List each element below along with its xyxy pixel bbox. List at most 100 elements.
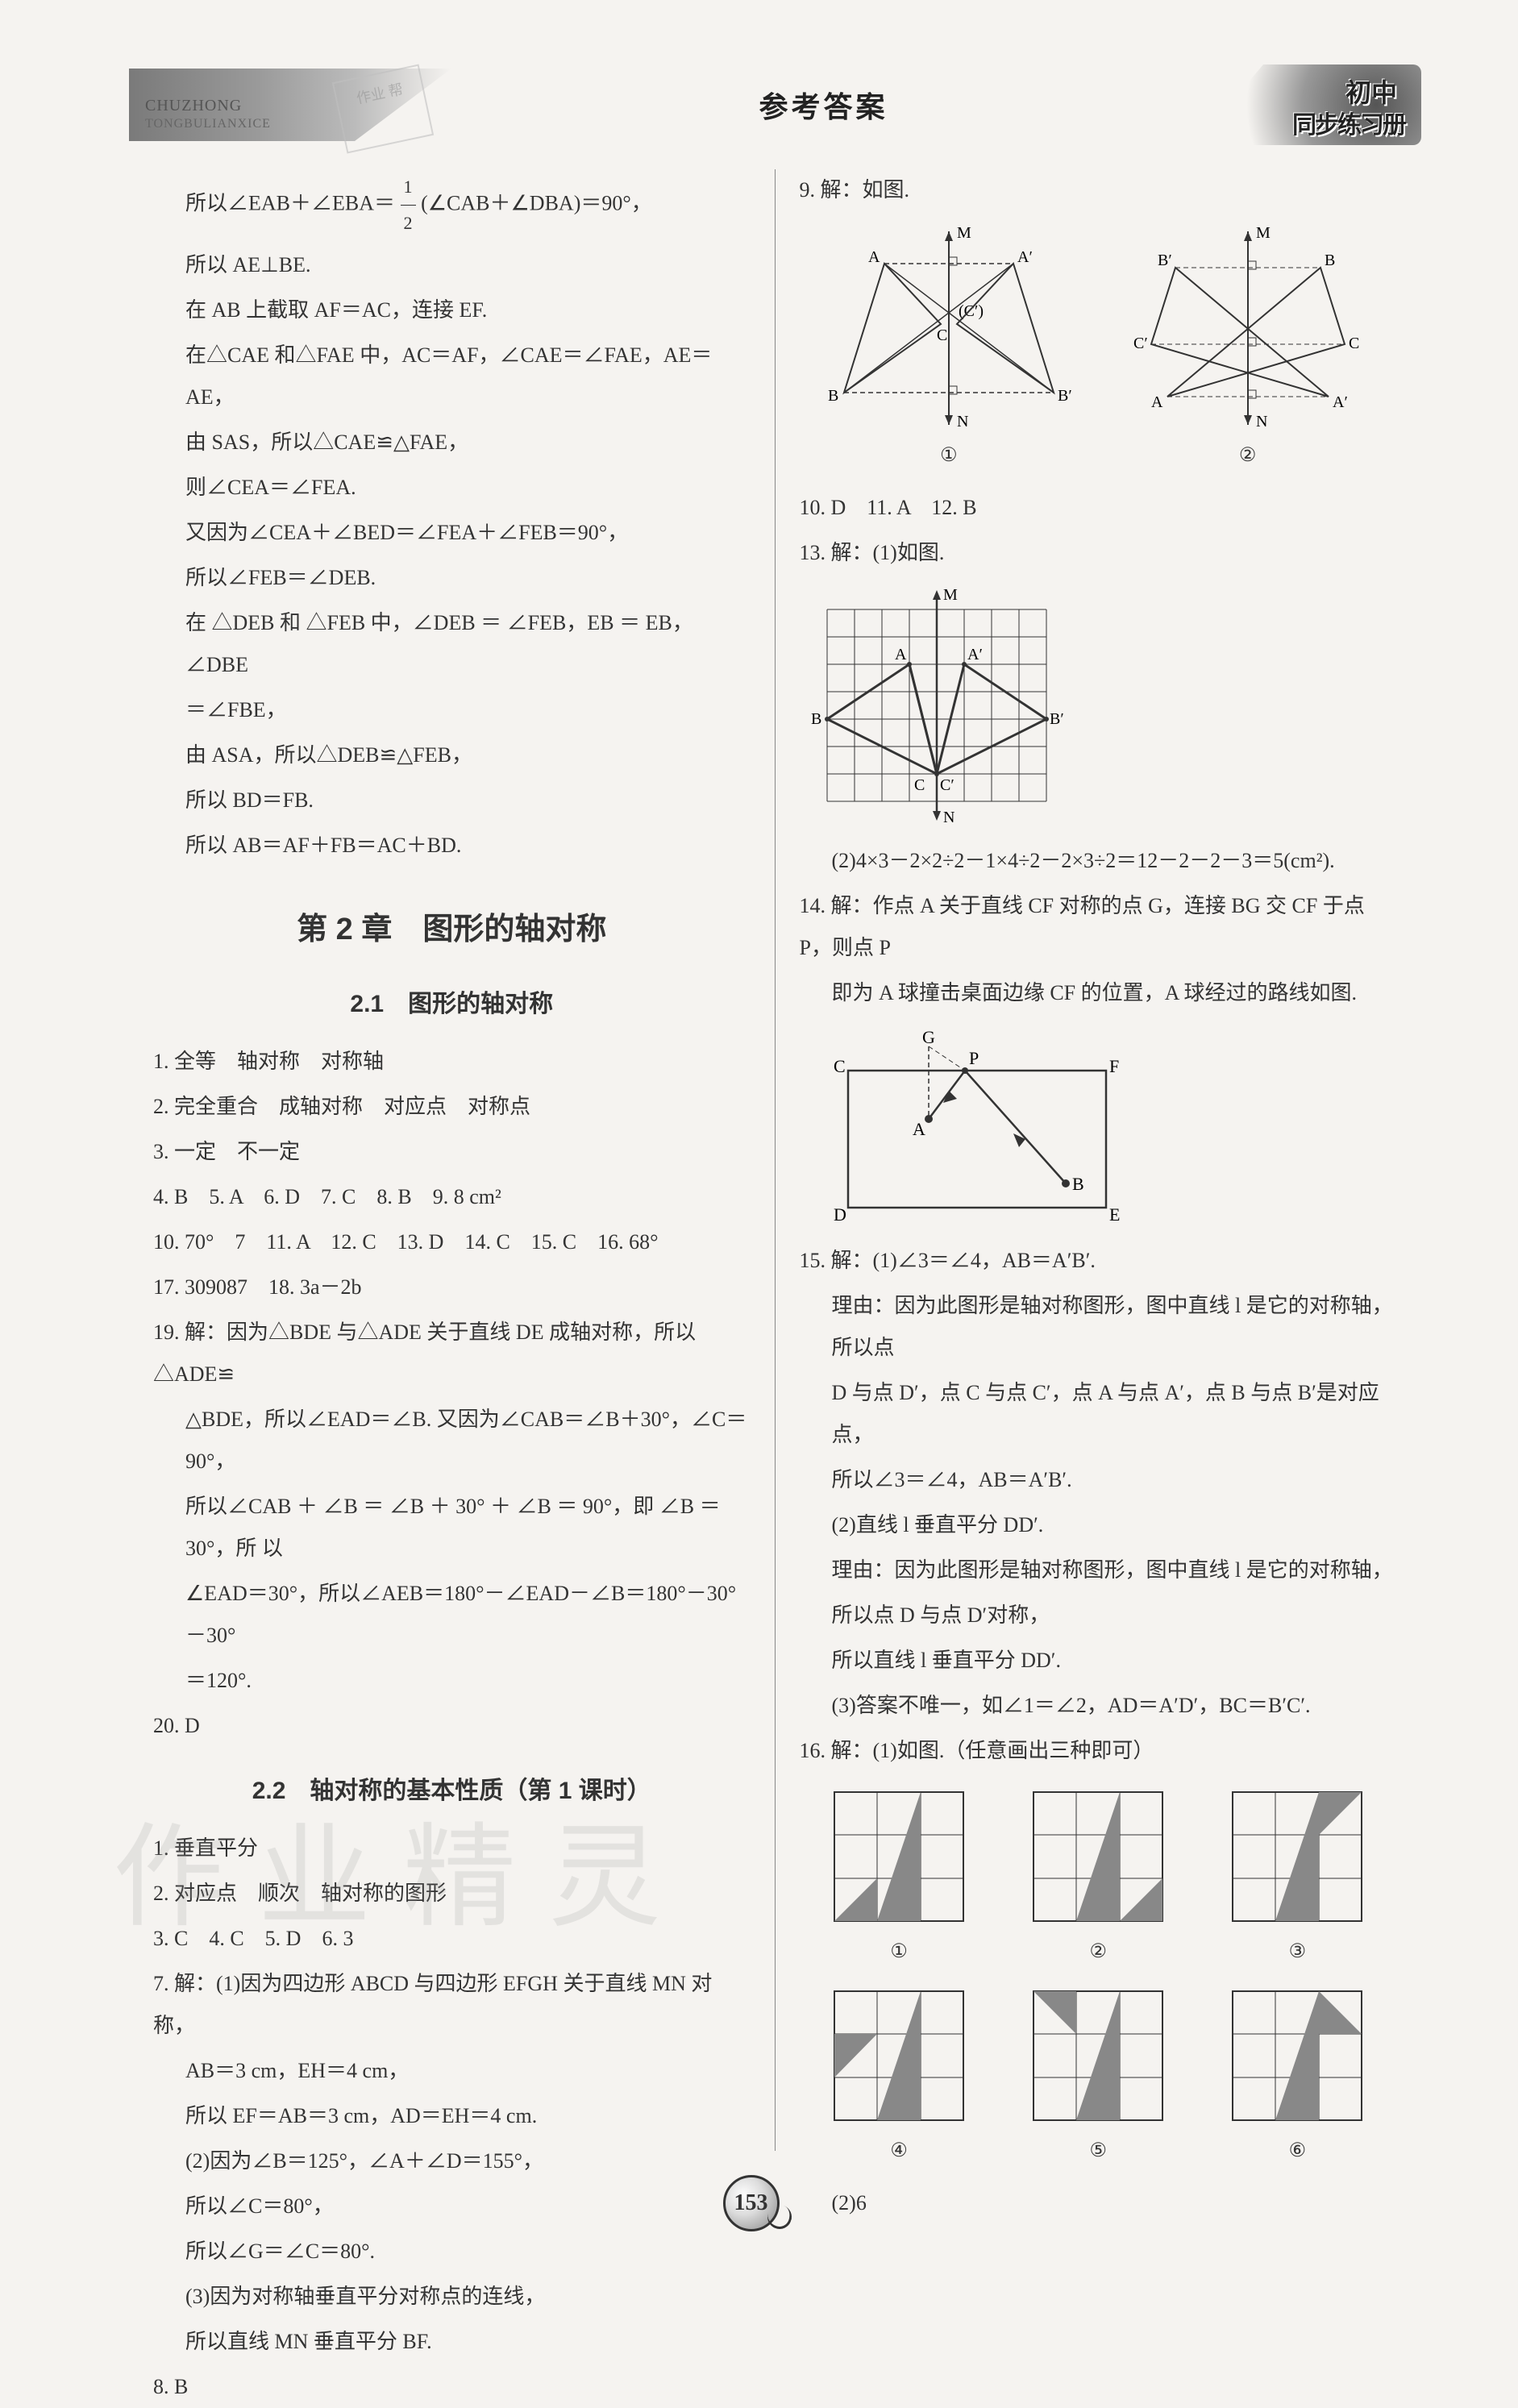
text-line: 所以∠C＝80°， xyxy=(153,2185,751,2227)
figure-label: ④ xyxy=(826,2131,971,2170)
text-line: 10. D 11. A 12. B xyxy=(800,487,1398,529)
svg-text:N: N xyxy=(957,413,968,430)
geometry-diagram-1: M N A A′ B B′ C (C′) xyxy=(820,223,1078,433)
svg-text:B′: B′ xyxy=(1050,710,1064,728)
svg-text:M: M xyxy=(957,224,971,242)
text-line: 所以∠CAB ＋ ∠B ＝ ∠B ＋ 30° ＋ ∠B ＝ 90°，即 ∠B ＝… xyxy=(153,1486,751,1570)
text-line: 所以∠G＝∠C＝80°. xyxy=(153,2231,751,2273)
text-line: 在△CAE 和△FAE 中，AC＝AF，∠CAE＝∠FAE，AE＝AE， xyxy=(153,335,751,418)
text-line: 所以∠3＝∠4，AB＝A′B′. xyxy=(800,1459,1398,1501)
text-line: 7. 解：(1)因为四边形 ABCD 与四边形 EFGH 关于直线 MN 对称， xyxy=(153,1963,751,2047)
text-line: 在 △DEB 和 △FEB 中，∠DEB ＝ ∠FEB，EB ＝ EB，∠DBE xyxy=(153,602,751,686)
grid-5 xyxy=(1025,1983,1171,2128)
text-line: 3. 一定 不一定 xyxy=(153,1131,751,1173)
text-line: (2)因为∠B＝125°，∠A＋∠D＝155°， xyxy=(153,2140,751,2182)
page-header: CHUZHONG TONGBULIANXICE 参考答案 初中 同步练习册 xyxy=(129,64,1421,145)
text-line: 又因为∠CEA＋∠BED＝∠FEA＋∠FEB＝90°， xyxy=(153,512,751,554)
svg-text:A: A xyxy=(868,248,880,266)
figure-1: M N A A′ B B′ C (C′) xyxy=(820,223,1078,475)
text-line: 所以∠FEB＝∠DEB. xyxy=(153,557,751,599)
text-line: 所以∠EAB＋∠EBA＝ 12 (∠CAB＋∠DBA)＝90°， xyxy=(153,169,751,241)
figure-label: ② xyxy=(1025,1932,1171,1971)
svg-text:N: N xyxy=(1256,413,1267,430)
section-title: 2.2 轴对称的基本性质（第 1 课时） xyxy=(153,1767,751,1815)
grid-2 xyxy=(1025,1784,1171,1929)
grid-figure: ③ xyxy=(1225,1784,1370,1971)
text-line: 3. C 4. C 5. D 6. 3 xyxy=(153,1918,751,1960)
svg-text:B: B xyxy=(811,710,821,728)
svg-text:B: B xyxy=(1325,252,1335,269)
text-line: 所以 BD＝FB. xyxy=(153,780,751,821)
text-line: ＝∠FBE， xyxy=(153,689,751,731)
figure-row: M N A A′ B B′ C (C′) xyxy=(800,223,1398,475)
svg-text:C′: C′ xyxy=(1133,335,1148,352)
text-line: (2)直线 l 垂直平分 DD′. xyxy=(800,1504,1398,1546)
text-line: 所以 AB＝AF＋FB＝AC＋BD. xyxy=(153,825,751,867)
header-pinyin-top: CHUZHONG xyxy=(145,97,242,115)
page-number-tail xyxy=(763,2202,794,2232)
geometry-diagram-2: M N B′ B C′ C A A′ xyxy=(1119,223,1377,433)
header-right-banner: 初中 同步练习册 xyxy=(1196,64,1421,145)
text-line: (2)4×3－2×2÷2－1×4÷2－2×3÷2＝12－2－2－3＝5(cm²)… xyxy=(800,840,1398,882)
figure-label: ⑥ xyxy=(1225,2131,1370,2170)
svg-text:C′: C′ xyxy=(940,776,954,794)
svg-text:B′: B′ xyxy=(1058,387,1072,405)
text-line: 在 AB 上截取 AF＝AC，连接 EF. xyxy=(153,289,751,331)
svg-text:C: C xyxy=(834,1056,846,1076)
text-line: 8. B xyxy=(153,2366,751,2408)
text-line: 13. 解：(1)如图. xyxy=(800,532,1398,574)
text: (∠CAB＋∠DBA)＝90°， xyxy=(421,192,652,215)
text-line: 所以 AE⊥BE. xyxy=(153,244,751,286)
svg-text:C: C xyxy=(937,326,947,344)
text-line: 1. 全等 轴对称 对称轴 xyxy=(153,1041,751,1083)
text-line: 17. 309087 18. 3a－2b xyxy=(153,1266,751,1308)
grid-6 xyxy=(1225,1983,1370,2128)
text-line: ∠EAD＝30°，所以∠AEB＝180°－∠EAD－∠B＝180°－30°－30… xyxy=(153,1573,751,1657)
left-column: 所以∠EAB＋∠EBA＝ 12 (∠CAB＋∠DBA)＝90°， 所以 AE⊥B… xyxy=(129,169,776,2151)
figure-label: ① xyxy=(820,436,1078,475)
content-columns: 所以∠EAB＋∠EBA＝ 12 (∠CAB＋∠DBA)＝90°， 所以 AE⊥B… xyxy=(129,169,1421,2151)
text-line: (2)6 xyxy=(800,2182,1398,2224)
text-line: 2. 完全重合 成轴对称 对应点 对称点 xyxy=(153,1086,751,1128)
text-line: D 与点 D′，点 C 与点 C′，点 A 与点 A′，点 B 与点 B′是对应… xyxy=(800,1372,1398,1456)
svg-text:E: E xyxy=(1109,1204,1120,1225)
text-line: 1. 垂直平分 xyxy=(153,1828,751,1869)
figure-label: ③ xyxy=(1225,1932,1370,1971)
text-line: 15. 解：(1)∠3＝∠4，AB＝A′B′. xyxy=(800,1240,1398,1282)
grid-figure: ② xyxy=(1025,1784,1171,1971)
svg-text:F: F xyxy=(1109,1056,1119,1076)
text-line: 9. 解：如图. xyxy=(800,169,1398,211)
text-line: 即为 A 球撞击桌面边缘 CF 的位置，A 球经过的路线如图. xyxy=(800,972,1398,1014)
grid-row-2: ④ ⑤ xyxy=(800,1983,1398,2170)
text-line: AB＝3 cm，EH＝4 cm， xyxy=(153,2050,751,2092)
svg-text:B: B xyxy=(1072,1174,1084,1194)
text-line: △BDE，所以∠EAD＝∠B. 又因为∠CAB＝∠B＋30°，∠C＝90°， xyxy=(153,1399,751,1483)
text-line: 所以 EF＝AB＝3 cm，AD＝EH＝4 cm. xyxy=(153,2095,751,2137)
text-line: (3)答案不唯一，如∠1＝∠2，AD＝A′D′，BC＝B′C′. xyxy=(800,1685,1398,1727)
header-title: 参考答案 xyxy=(759,84,888,126)
text-line: 所以直线 MN 垂直平分 BF. xyxy=(153,2321,751,2363)
svg-text:D: D xyxy=(834,1204,846,1225)
figure-label: ② xyxy=(1119,436,1377,475)
page-number-circle: 153 xyxy=(723,2175,780,2231)
grid-diagram-13: M N B B′ A A′ C C′ xyxy=(800,582,1074,832)
header-right-line2: 同步练习册 xyxy=(1292,105,1405,140)
svg-text:M: M xyxy=(1256,224,1271,242)
text-line: ＝120°. xyxy=(153,1660,751,1702)
grid-figure: ⑥ xyxy=(1225,1983,1370,2170)
text-line: 由 SAS，所以△CAE≌△FAE， xyxy=(153,422,751,464)
figure-13: M N B B′ A A′ C C′ xyxy=(800,582,1398,832)
svg-text:B′: B′ xyxy=(1158,252,1172,269)
svg-text:A: A xyxy=(1151,393,1163,411)
svg-text:M: M xyxy=(943,586,958,604)
text-line: 所以点 D 与点 D′对称， xyxy=(800,1595,1398,1637)
chapter-title: 第 2 章 图形的轴对称 xyxy=(153,899,751,960)
figure-label: ① xyxy=(826,1932,971,1971)
grid-row-1: ① ② xyxy=(800,1784,1398,1971)
text-line: 由 ASA，所以△DEB≌△FEB， xyxy=(153,734,751,776)
text-line: 理由：因为此图形是轴对称图形，图中直线 l 是它的对称轴，所以点 xyxy=(800,1285,1398,1369)
text-line: 14. 解：作点 A 关于直线 CF 对称的点 G，连接 BG 交 CF 于点 … xyxy=(800,885,1398,969)
figure-label: ⑤ xyxy=(1025,2131,1171,2170)
svg-text:G: G xyxy=(922,1027,935,1047)
page-number-badge: 153 xyxy=(723,2175,796,2223)
